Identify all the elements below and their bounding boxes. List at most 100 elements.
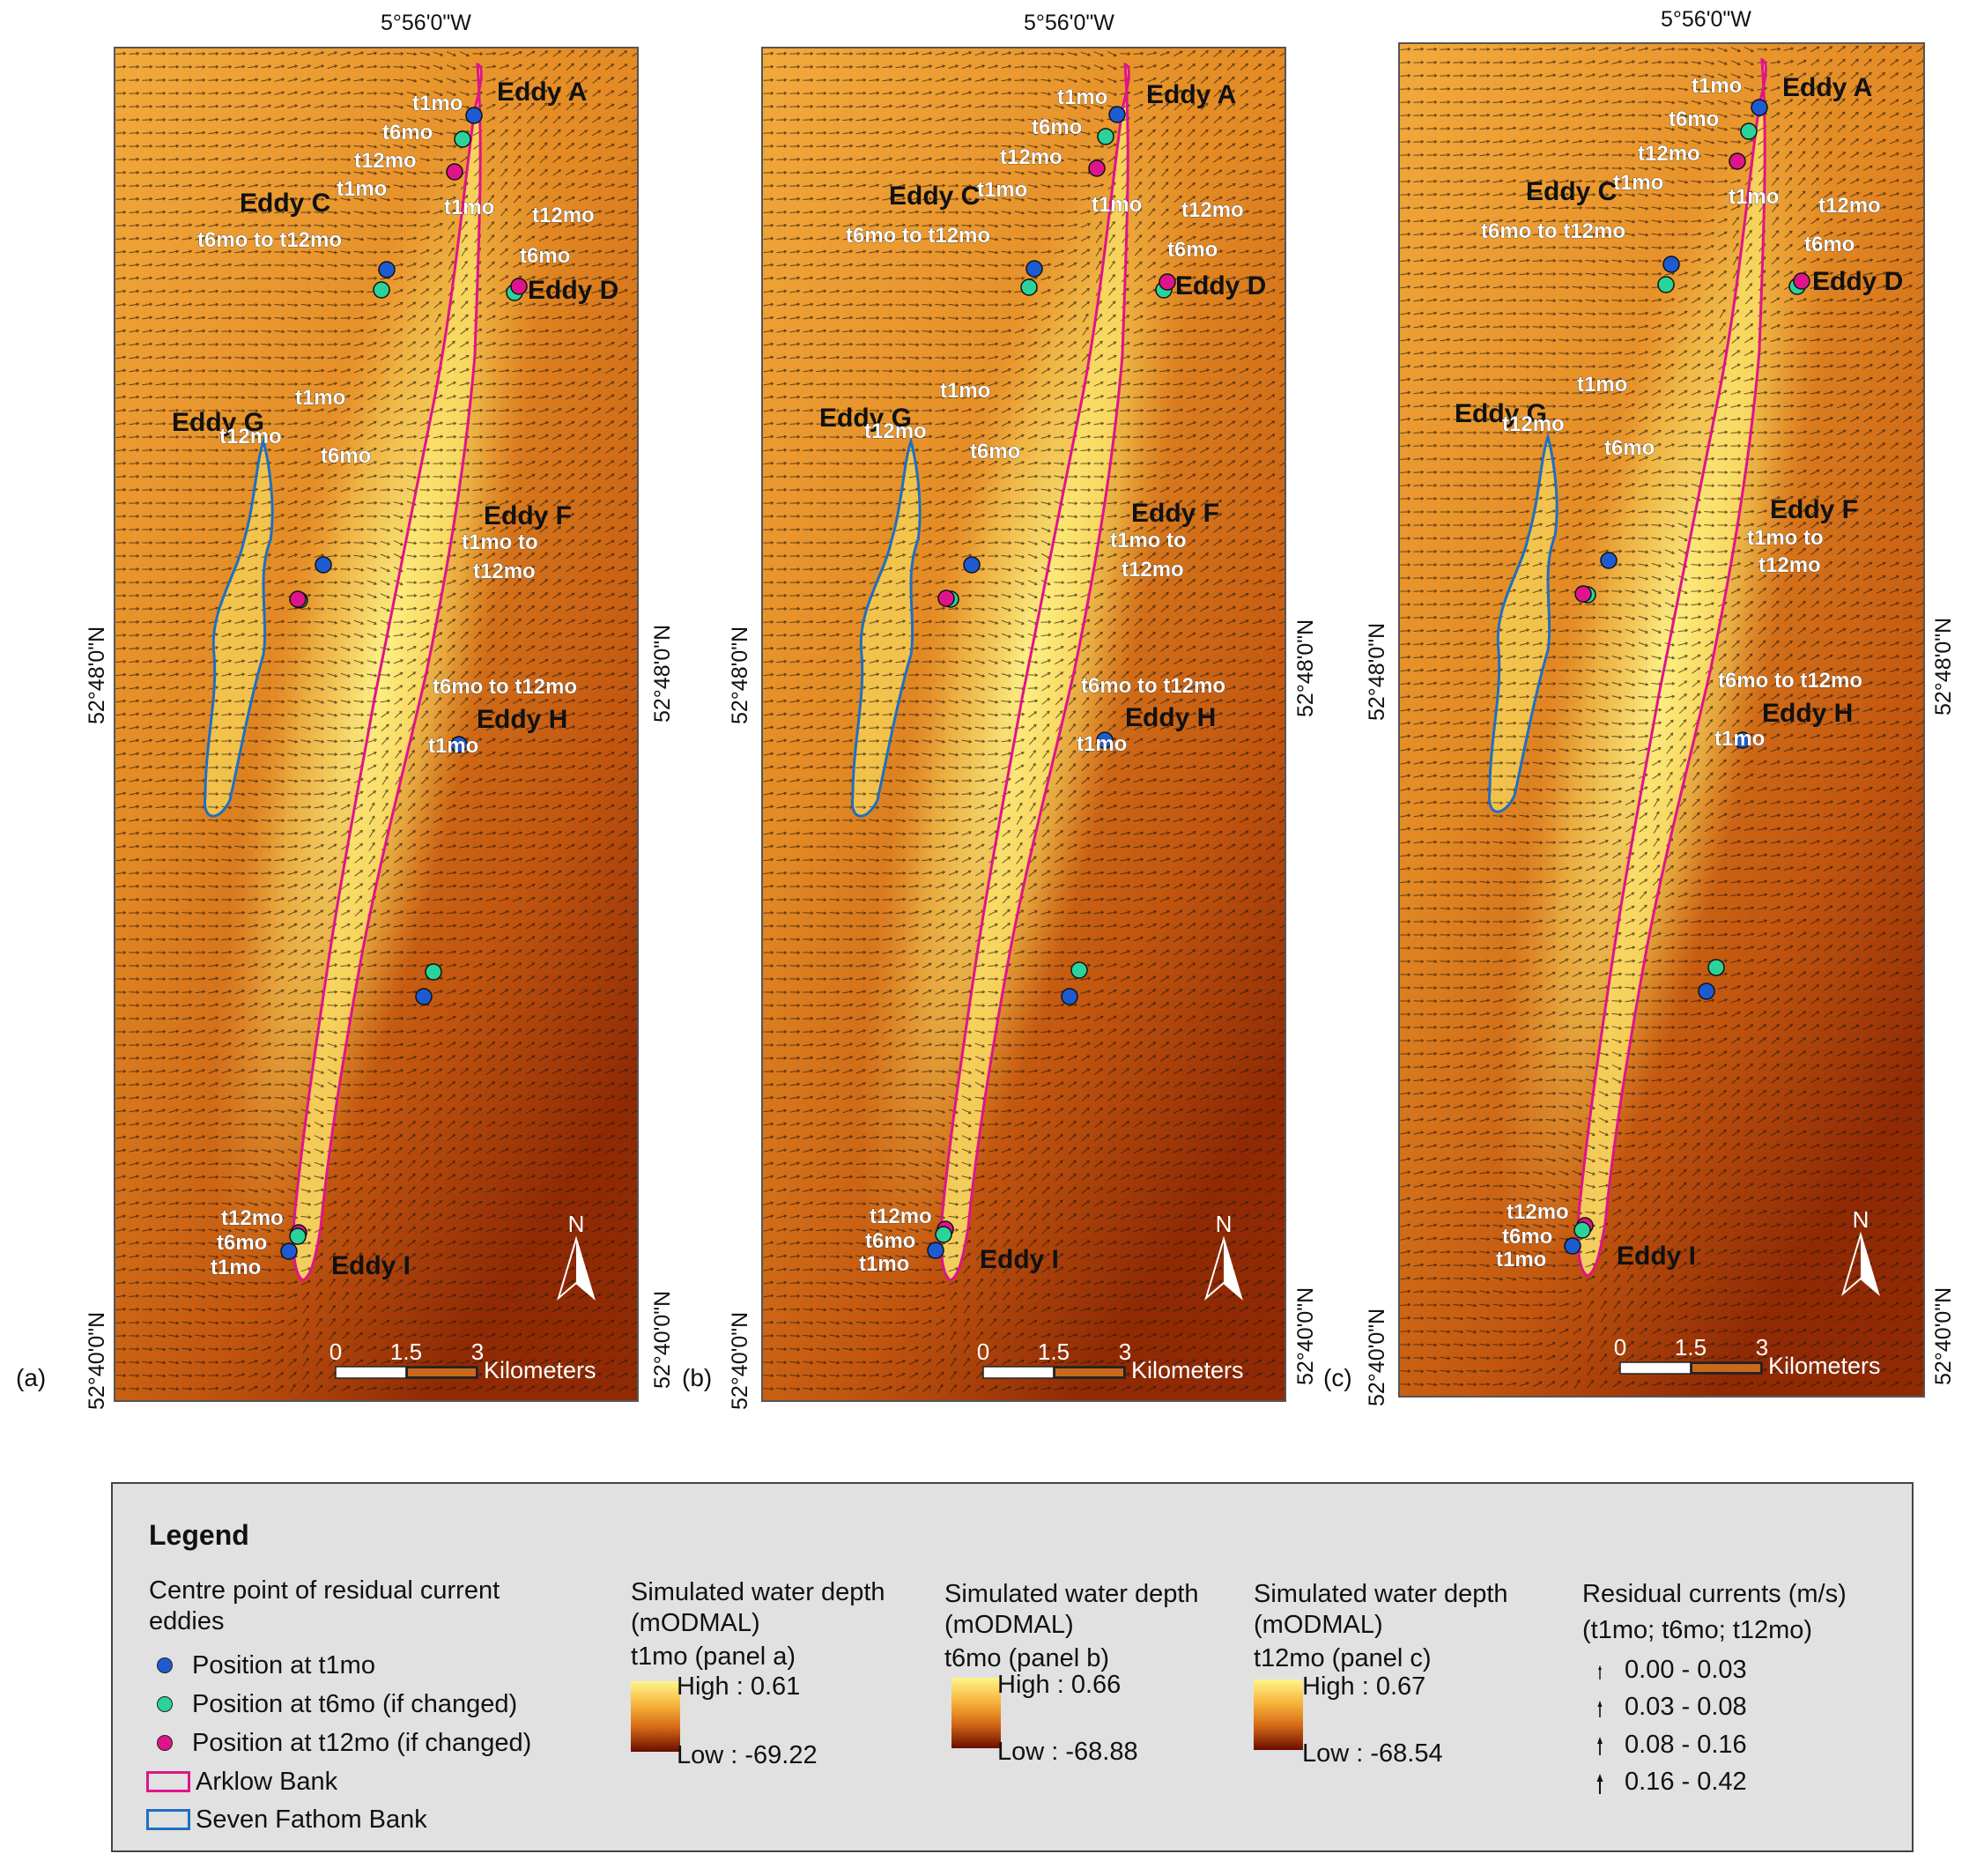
top-coord-b: 5°56'0"W (1024, 11, 1114, 35)
depth-a-ramp (631, 1681, 680, 1752)
eddy-name-label: Eddy H (1762, 699, 1853, 728)
eddy-time-label: t1mo (337, 177, 387, 201)
eddy-time-label: t1mo (295, 386, 345, 410)
legend-seven-swatch (146, 1809, 190, 1830)
eddy-marker-t1mo-10 (1096, 731, 1114, 749)
scale-bar-segment-2-inner (1692, 1364, 1760, 1372)
eddy-time-label: t1mo to (462, 530, 538, 554)
eddy-time-label: t6mo (1669, 108, 1719, 131)
eddy-time-label: t12mo (1122, 558, 1184, 582)
eddy-time-label: t12mo (1818, 194, 1881, 218)
resid-class-3: 0.08 - 0.16 (1625, 1731, 1747, 1759)
scale-number-1: 1.5 (1675, 1334, 1707, 1361)
depth-a-low: Low : -69.22 (677, 1741, 818, 1769)
eddy-marker-t1mo-12 (415, 988, 433, 1005)
scale-bar-segment-2-inner (1055, 1368, 1123, 1376)
resid-arrow-3-icon (1597, 1737, 1603, 1755)
north-label: N (568, 1211, 585, 1237)
scale-number-0: 0 (1614, 1334, 1626, 1361)
left-coord-lower-a: 52°40'0"N (85, 1311, 109, 1410)
eddy-name-label: Eddy G (172, 408, 264, 437)
resid-arrow-4-icon (1596, 1774, 1603, 1794)
depth-a-h2: (mODMAL) (631, 1609, 760, 1637)
eddy-name-label: Eddy F (484, 501, 572, 530)
eddy-marker-t12mo-2 (1088, 159, 1106, 177)
eddy-marker-t1mo-7 (963, 556, 981, 574)
eddy-marker-t6mo-4 (1657, 276, 1675, 293)
eddy-time-label: t1mo (940, 379, 990, 403)
eddy-time-label: t12mo (1181, 198, 1244, 222)
eddy-marker-t1mo-3 (378, 261, 396, 278)
depth-c-low: Low : -68.54 (1302, 1739, 1443, 1768)
seven-fathom-bank-outline (204, 437, 274, 818)
eddy-name-label: Eddy A (1146, 80, 1236, 109)
legend-t6mo-label: Position at t6mo (if changed) (192, 1690, 518, 1718)
seven-fathom-bank-outline (1488, 433, 1558, 813)
eddy-time-label: t12mo (864, 419, 927, 443)
eddy-time-label: t1mo (1613, 171, 1663, 195)
map-frame (761, 47, 1286, 1402)
right-coord-lower-c: 52°40'0"N (1931, 1287, 1956, 1385)
panel-label-c: (c) (1323, 1364, 1352, 1391)
north-arrow-fill (1224, 1239, 1241, 1298)
eddy-time-label: t6mo to t12mo (197, 228, 342, 252)
panel-label-b: (b) (682, 1364, 713, 1391)
eddy-name-label: Eddy D (528, 276, 618, 305)
eddy-marker-t6mo-4 (1020, 278, 1038, 296)
arklow-bank-outline (939, 62, 1130, 1282)
eddy-name-label: Eddy A (497, 78, 587, 107)
eddy-marker-t12mo-2 (446, 163, 463, 181)
eddy-marker-t1mo-15 (280, 1242, 298, 1260)
eddy-time-label: t12mo (354, 149, 417, 173)
eddy-name-label: Eddy I (980, 1245, 1059, 1274)
eddy-time-label: t12mo (1507, 1200, 1569, 1224)
eddy-name-label: Eddy H (1125, 703, 1216, 732)
eddy-time-label: t6mo to t12mo (1481, 219, 1625, 243)
right-coord-upper-b: 52°48'0"N (1293, 619, 1318, 717)
north-label: N (1853, 1206, 1869, 1233)
eddy-marker-t6mo-1 (454, 130, 471, 148)
legend-t1mo-label: Position at t1mo (192, 1651, 375, 1680)
legend-centre-header-1: Centre point of residual current (149, 1576, 500, 1605)
residual-current-arrows (763, 49, 1286, 1393)
eddy-name-label: Eddy I (331, 1251, 411, 1280)
eddy-marker-t1mo-0 (465, 107, 483, 124)
panel-label-a: (a) (16, 1364, 47, 1391)
legend-arklow-label: Arklow Bank (196, 1768, 338, 1796)
residual-current-arrows (115, 49, 639, 1393)
resid-class-4: 0.16 - 0.42 (1625, 1768, 1747, 1796)
resid-class-1: 0.00 - 0.03 (1625, 1656, 1747, 1684)
eddy-marker-t12mo-6 (1793, 272, 1810, 290)
arklow-bank-outline (1576, 57, 1767, 1278)
eddy-name-label: Eddy C (889, 182, 980, 211)
depth-b-high: High : 0.66 (997, 1671, 1122, 1699)
eddy-time-label: t1mo (859, 1252, 909, 1276)
eddy-time-label: t6mo (1167, 238, 1218, 262)
eddy-marker-t1mo-7 (1600, 552, 1618, 569)
resid-class-2: 0.03 - 0.08 (1625, 1693, 1747, 1721)
eddy-marker-t6mo-14 (289, 1227, 307, 1245)
scale-number-1: 1.5 (1038, 1338, 1070, 1365)
eddy-marker-t6mo-4 (373, 281, 390, 299)
eddy-name-label: Eddy A (1782, 73, 1872, 102)
eddy-marker-t6mo-1 (1097, 128, 1114, 145)
scale-bar-segment-1 (335, 1366, 407, 1379)
scale-unit-label: Kilometers (1131, 1357, 1244, 1383)
depth-c-h2: (mODMAL) (1254, 1611, 1383, 1639)
eddy-name-label: Eddy C (1526, 177, 1617, 206)
eddy-marker-t1mo-7 (315, 556, 332, 574)
eddy-marker-t1mo-3 (1662, 256, 1680, 273)
arklow-bank-outline (292, 62, 483, 1282)
eddy-time-label: t1mo (211, 1256, 261, 1279)
depth-a-h3: t1mo (panel a) (631, 1642, 796, 1671)
eddy-time-label: t6mo to t12mo (1718, 669, 1862, 693)
eddy-name-label: Eddy H (477, 705, 567, 734)
right-coord-lower-b: 52°40'0"N (1293, 1287, 1318, 1385)
scale-bar-segment-2-inner (408, 1368, 476, 1376)
eddy-time-label: t6mo (1502, 1225, 1552, 1249)
depth-b-h3: t6mo (panel b) (944, 1644, 1109, 1672)
legend-centre-header-2: eddies (149, 1607, 225, 1635)
